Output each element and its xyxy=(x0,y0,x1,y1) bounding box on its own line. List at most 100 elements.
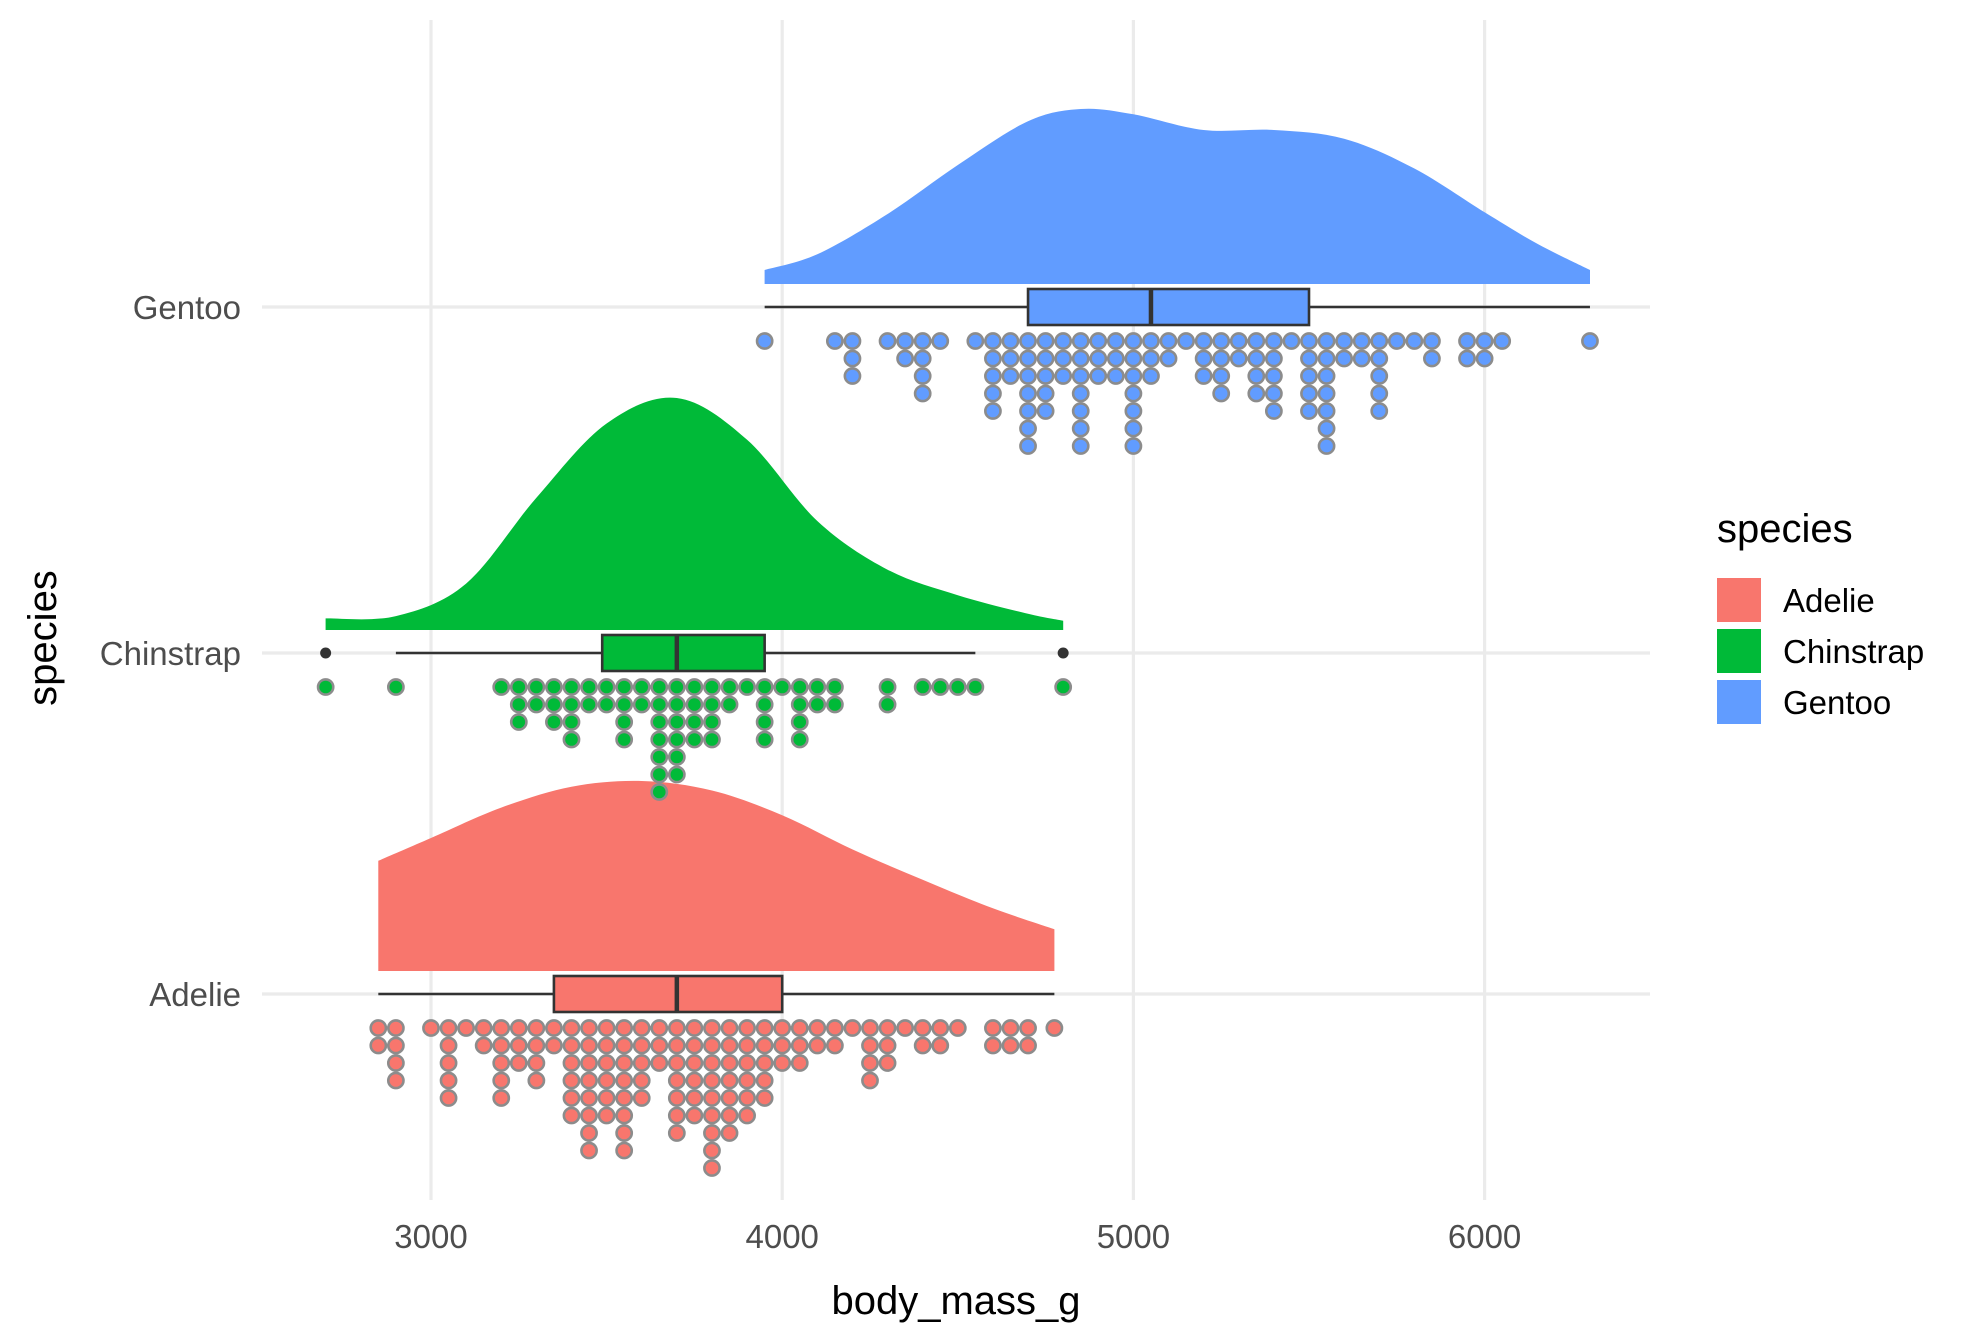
data-dot xyxy=(1142,349,1160,368)
data-dot xyxy=(1019,402,1037,420)
data-dot xyxy=(562,713,581,731)
data-dot xyxy=(615,1019,634,1037)
data-dot xyxy=(1405,332,1424,350)
data-dot xyxy=(650,783,669,801)
data-dot xyxy=(843,332,862,350)
series-chinstrap xyxy=(316,397,1073,801)
data-dot xyxy=(1247,367,1266,385)
data-dot xyxy=(1423,349,1441,368)
data-dot xyxy=(703,1071,721,1090)
data-dot xyxy=(527,1071,546,1090)
data-dot xyxy=(720,1071,739,1090)
outlier-point xyxy=(320,647,332,659)
data-dot xyxy=(1124,419,1143,438)
data-dot xyxy=(527,1019,546,1037)
data-dot xyxy=(650,695,669,714)
data-dot xyxy=(615,1141,634,1160)
data-dot xyxy=(509,695,528,714)
data-dot xyxy=(843,349,862,368)
data-dot xyxy=(703,1019,721,1037)
legend: species Adelie Chinstrap Gentoo xyxy=(1717,507,1924,724)
data-dot xyxy=(808,1019,827,1037)
data-dot xyxy=(1282,332,1301,350)
data-dot xyxy=(843,1019,862,1037)
data-dot xyxy=(1194,349,1213,368)
y-axis-title: species xyxy=(21,570,65,706)
data-dot xyxy=(667,678,686,696)
data-dot xyxy=(1045,1019,1064,1037)
data-dot xyxy=(580,1071,598,1090)
data-dot xyxy=(457,1019,476,1037)
data-dot xyxy=(1300,367,1318,385)
data-dot xyxy=(439,1054,458,1072)
data-dot xyxy=(615,1124,634,1142)
data-dot xyxy=(703,1141,721,1160)
data-dot xyxy=(439,1089,458,1107)
data-dot xyxy=(931,678,950,696)
data-dot xyxy=(562,1089,581,1107)
data-dot xyxy=(597,1054,616,1072)
data-dot xyxy=(738,1089,756,1107)
data-dot xyxy=(527,1036,546,1055)
data-dot xyxy=(1019,367,1037,385)
data-dot xyxy=(1036,384,1055,403)
data-dot xyxy=(597,1036,616,1055)
data-dot xyxy=(896,332,915,350)
data-dot xyxy=(878,1036,897,1055)
x-tick-label: 3000 xyxy=(394,1218,467,1255)
data-dot xyxy=(861,1019,879,1037)
data-dot xyxy=(1370,349,1389,368)
data-dot xyxy=(703,1054,721,1072)
data-dot xyxy=(562,1054,581,1072)
data-dot xyxy=(825,1019,844,1037)
data-dot xyxy=(703,1036,721,1055)
data-dot xyxy=(615,1036,634,1055)
data-dot xyxy=(562,1036,581,1055)
data-dot xyxy=(1071,419,1090,438)
data-dot xyxy=(615,1089,634,1107)
data-dot xyxy=(1475,349,1494,368)
data-dot xyxy=(1071,332,1090,350)
data-dot xyxy=(931,1019,950,1037)
data-dot xyxy=(527,695,546,714)
data-dot xyxy=(738,1054,756,1072)
data-dot xyxy=(1106,367,1125,385)
data-dot xyxy=(492,1036,511,1055)
data-dot xyxy=(738,1106,756,1125)
data-dot xyxy=(1335,332,1354,350)
data-dot xyxy=(1317,384,1336,403)
data-dot xyxy=(667,713,686,731)
outlier-point xyxy=(1057,647,1069,659)
data-dot xyxy=(790,1019,809,1037)
data-dot xyxy=(755,678,774,696)
data-dot xyxy=(632,1019,651,1037)
density-chinstrap xyxy=(325,397,1064,630)
data-dot xyxy=(755,1089,774,1107)
data-dot xyxy=(492,1019,511,1037)
data-dot xyxy=(984,349,1002,368)
legend-title: species xyxy=(1717,507,1853,551)
data-dot xyxy=(615,730,634,749)
data-dot xyxy=(984,384,1002,403)
box-adelie xyxy=(552,974,784,1014)
data-dot xyxy=(1036,402,1055,420)
data-dot xyxy=(632,1089,651,1107)
data-dot xyxy=(685,695,704,714)
data-dot xyxy=(738,678,756,696)
data-dot xyxy=(527,678,546,696)
data-dot xyxy=(825,1036,844,1055)
data-dot xyxy=(1194,332,1213,350)
data-dot xyxy=(703,695,721,714)
data-dot xyxy=(580,1036,598,1055)
data-dot xyxy=(1317,349,1336,368)
data-dot xyxy=(1317,402,1336,420)
data-dot xyxy=(878,1054,897,1072)
data-dot xyxy=(1352,349,1371,368)
data-dot xyxy=(808,695,827,714)
data-dot xyxy=(685,1054,704,1072)
data-dot xyxy=(1317,437,1336,455)
data-dot xyxy=(1124,402,1143,420)
data-dot xyxy=(1300,349,1318,368)
data-dot xyxy=(632,1036,651,1055)
data-dot xyxy=(878,695,897,714)
